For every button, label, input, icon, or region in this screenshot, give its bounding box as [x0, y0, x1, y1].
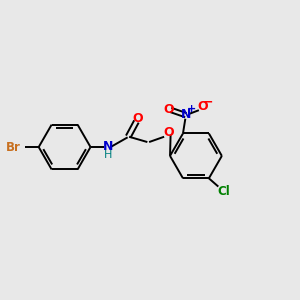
Text: O: O	[163, 126, 174, 139]
Text: O: O	[163, 103, 174, 116]
Text: Cl: Cl	[217, 185, 230, 198]
Text: +: +	[187, 104, 196, 114]
Text: O: O	[198, 100, 208, 113]
Text: Br: Br	[6, 141, 21, 154]
Text: N: N	[181, 108, 192, 121]
Text: O: O	[133, 112, 143, 125]
Text: N: N	[102, 140, 113, 153]
Text: −: −	[203, 96, 214, 109]
Text: H: H	[103, 150, 112, 160]
